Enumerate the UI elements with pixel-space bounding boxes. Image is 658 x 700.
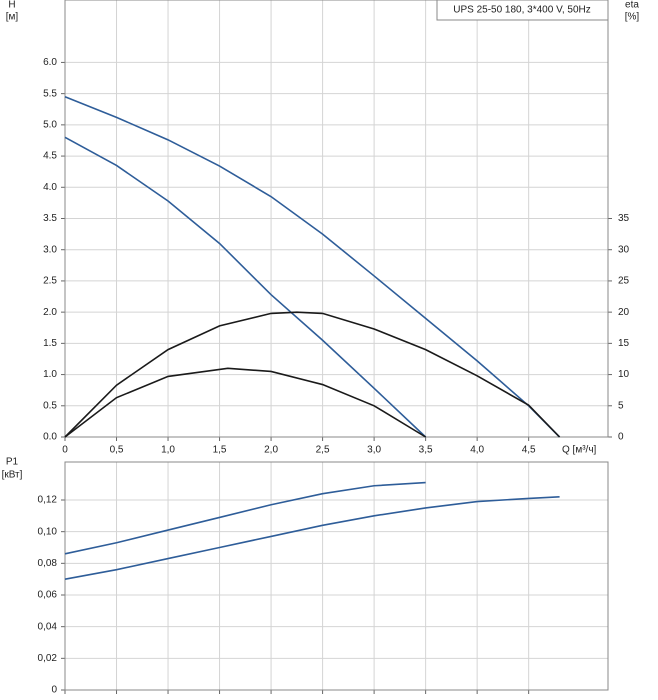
y-tick-label: 0.0 (43, 432, 57, 443)
y2-label: eta (625, 0, 639, 11)
y2-tick-label: 0 (618, 432, 624, 443)
x-tick-label: 2,5 (316, 445, 330, 456)
y2-tick-label: 20 (618, 307, 630, 318)
x-tick-label: 4,0 (470, 445, 484, 456)
x-tick-label: 3,0 (367, 445, 381, 456)
curve (64, 496, 560, 580)
x-label: Q [м³/ч] (562, 445, 597, 456)
x-tick-label: 2,0 (264, 445, 278, 456)
y-tick-label: 5.0 (43, 119, 57, 130)
y2-tick-label: 35 (618, 213, 630, 224)
y-tick-label: 3.5 (43, 213, 57, 224)
legend-box (436, 0, 609, 21)
y2-unit: [%] (625, 12, 640, 23)
y-tick-label: 2.0 (43, 307, 57, 318)
x-tick-label: 1,0 (161, 445, 175, 456)
y-unit: [кВт] (2, 470, 23, 481)
y-tick-label: 1.0 (43, 369, 57, 380)
y2-tick-label: 10 (618, 369, 630, 380)
y-label: P1 (6, 457, 19, 468)
x-tick-label: 0 (62, 445, 68, 456)
y-tick-label: 0,10 (38, 526, 58, 537)
y-tick-label: 4.5 (43, 151, 57, 162)
y2-tick-label: 30 (618, 244, 630, 255)
x-tick-label: 3,5 (419, 445, 433, 456)
y-tick-label: 1.5 (43, 338, 57, 349)
y2-tick-label: 15 (618, 338, 630, 349)
y-tick-label: 0.5 (43, 400, 57, 411)
y-tick-label: 2.5 (43, 276, 57, 287)
curve (64, 481, 426, 555)
plot-frame (64, 0, 609, 438)
curve (64, 96, 561, 438)
y-tick-label: 0,04 (38, 621, 58, 632)
x-tick-label: 4,5 (522, 445, 536, 456)
legend-text: UPS 25-50 180, 3*400 V, 50Hz (453, 5, 591, 16)
y-unit: [м] (6, 12, 19, 23)
y2-tick-label: 25 (618, 276, 630, 287)
curve (64, 311, 561, 438)
y2-tick-label: 5 (618, 400, 624, 411)
y-tick-label: 6.0 (43, 57, 57, 68)
x-tick-label: 0,5 (110, 445, 124, 456)
curve (64, 367, 427, 438)
y-tick-label: 0,06 (38, 590, 58, 601)
x-tick-label: 1,5 (213, 445, 227, 456)
y-tick-label: 0,08 (38, 558, 58, 569)
curve (64, 136, 427, 438)
y-label: H (8, 0, 15, 11)
y-tick-label: 3.0 (43, 244, 57, 255)
y-tick-label: 5.5 (43, 88, 57, 99)
y-tick-label: 0,12 (38, 495, 58, 506)
plot-frame (64, 461, 609, 691)
y-tick-label: 4.0 (43, 182, 57, 193)
y-tick-label: 0,02 (38, 653, 58, 664)
y-tick-label: 0 (51, 685, 57, 696)
